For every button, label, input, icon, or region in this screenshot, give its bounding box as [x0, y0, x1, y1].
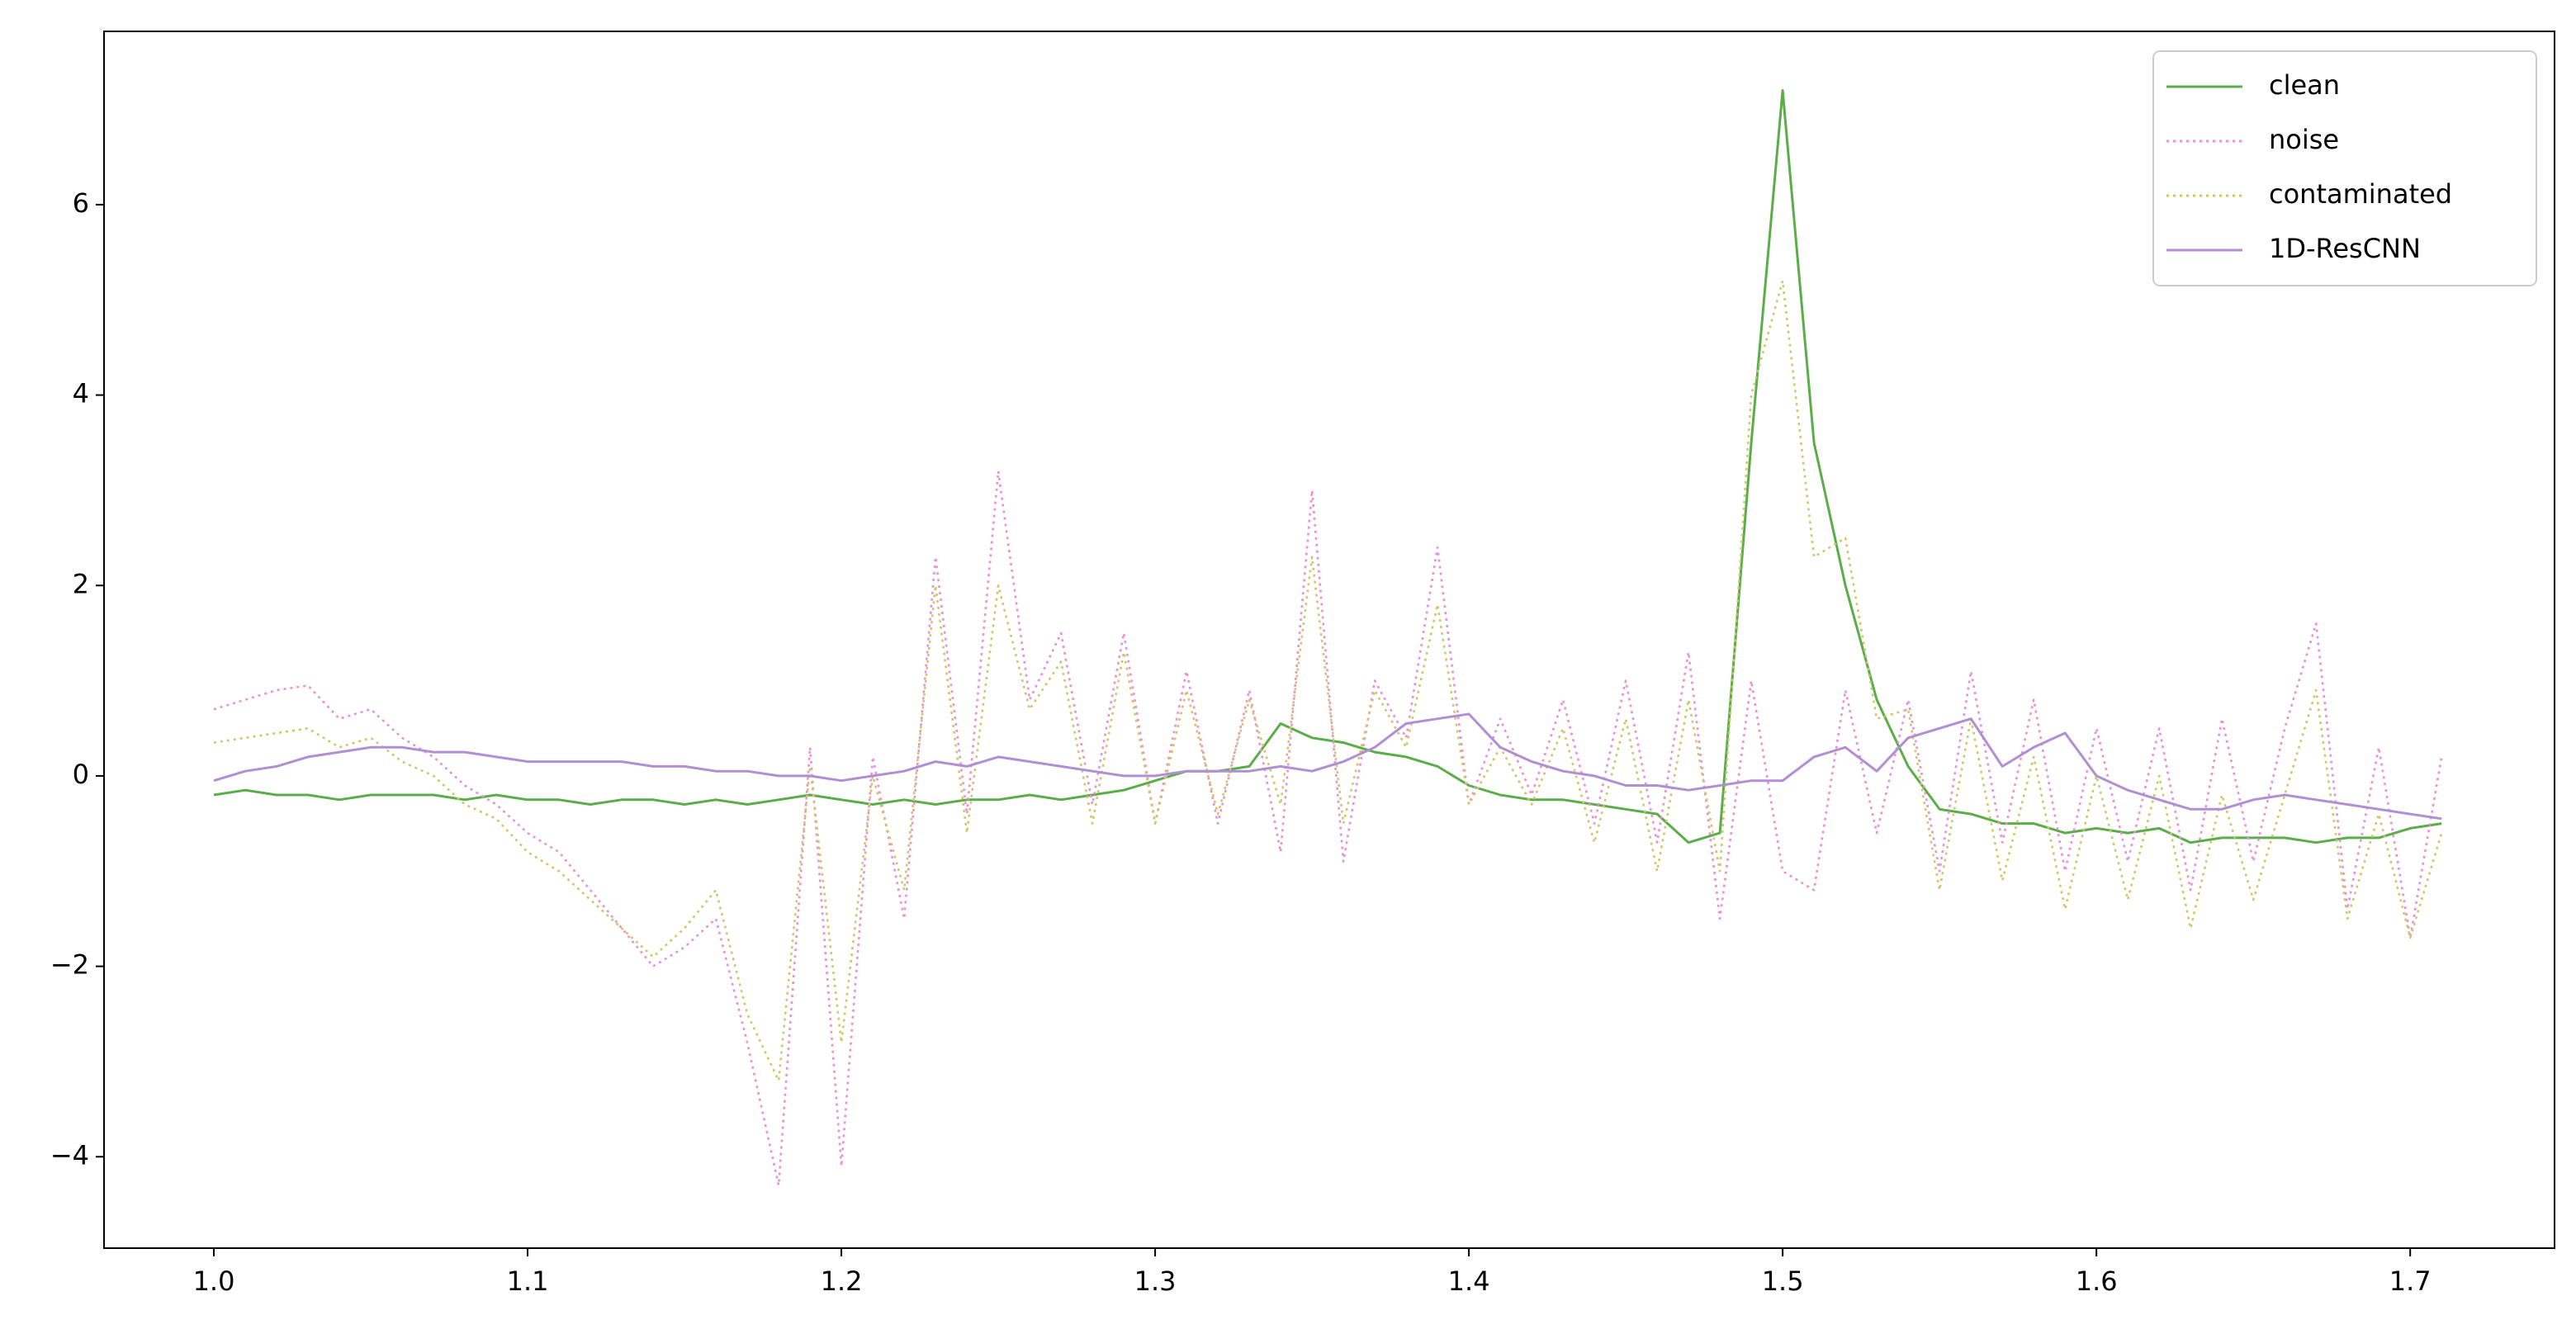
legend-label: clean: [2269, 69, 2340, 101]
series-line: [213, 470, 2443, 1187]
y-tick-label: −4: [50, 1139, 89, 1171]
series-line: [213, 279, 2443, 1082]
x-tick-label: 1.4: [1448, 1265, 1490, 1297]
series-line: [213, 89, 2442, 844]
x-tick-label: 1.2: [821, 1265, 863, 1297]
y-tick-label: −2: [50, 949, 89, 981]
legend-label: contaminated: [2269, 178, 2452, 210]
series-line: [213, 712, 2442, 821]
x-tick-label: 1.0: [193, 1265, 235, 1297]
x-tick-label: 1.3: [1134, 1265, 1177, 1297]
y-tick-label: 4: [73, 378, 89, 409]
x-tick-label: 1.6: [2076, 1265, 2118, 1297]
y-tick-label: 6: [73, 187, 89, 219]
legend: clean noise contaminated 1D-ResCNN: [2152, 50, 2537, 286]
legend-box: [2152, 50, 2537, 286]
x-tick-label: 1.5: [1762, 1265, 1804, 1297]
x-tick-label: 1.7: [2389, 1265, 2432, 1297]
legend-label: 1D-ResCNN: [2269, 233, 2421, 264]
plot-frame: [103, 31, 2555, 1249]
legend-label: noise: [2269, 124, 2339, 155]
y-tick-label: 2: [73, 568, 89, 599]
y-tick-label: 0: [73, 759, 89, 790]
x-tick-label: 1.1: [507, 1265, 549, 1297]
